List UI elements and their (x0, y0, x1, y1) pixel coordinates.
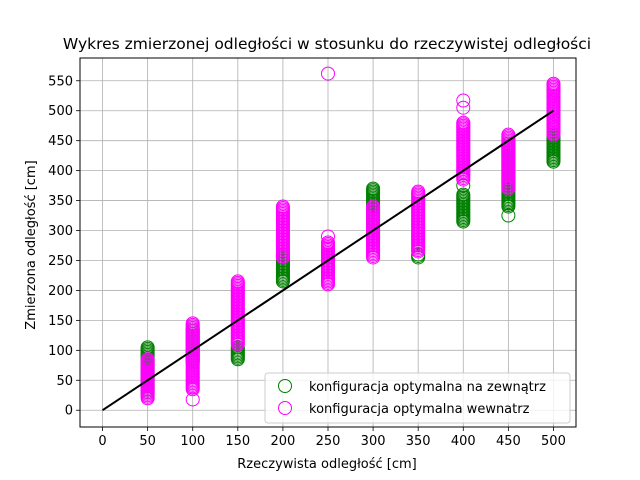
y-tick-label: 250 (48, 254, 73, 269)
y-tick-label: 0 (65, 404, 73, 419)
data-point (185, 316, 200, 331)
x-tick-label: 0 (98, 434, 106, 449)
x-tick-label: 450 (496, 434, 521, 449)
y-tick-label: 100 (48, 344, 73, 359)
x-tick-label: 300 (361, 434, 386, 449)
x-tick-label: 50 (139, 434, 156, 449)
data-point (456, 163, 471, 178)
data-point (456, 187, 471, 202)
data-point (321, 235, 335, 250)
data-point (456, 93, 471, 108)
x-tick-label: 400 (451, 434, 476, 449)
x-axis-label: Rzeczywista odległość [cm] (237, 457, 416, 472)
legend-label-outside: konfiguracja optymalna na zewnątrz (309, 380, 546, 395)
series-1 (140, 66, 561, 407)
data-point (546, 76, 561, 91)
data-point (185, 392, 200, 407)
data-point (275, 199, 290, 214)
chart-title: Wykres zmierzonej odległości w stosunku … (63, 35, 591, 53)
x-tick-label: 150 (225, 434, 250, 449)
legend: konfiguracja optymalna na zewnątrz konfi… (264, 372, 571, 424)
data-point (140, 352, 155, 367)
y-tick-label: 50 (56, 374, 73, 389)
ticks: 0 50 100 150 200 250 300 350 400 450 500 0 50 100 150 2… (48, 74, 566, 449)
data-point (230, 274, 245, 289)
y-tick-label: 300 (48, 224, 73, 239)
legend-label-inside: konfiguracja optymalna wewnatrz (309, 402, 530, 417)
data-point (321, 229, 335, 244)
y-axis-label: Zmierzona odległość [cm] (24, 160, 39, 329)
y-tick-label: 150 (48, 314, 73, 329)
y-tick-label: 450 (48, 134, 73, 149)
data-point (456, 115, 471, 130)
reference-line-layer (101, 109, 555, 412)
legend-marker-inside (278, 401, 292, 415)
data-point (456, 100, 471, 115)
y-tick-label: 400 (48, 164, 73, 179)
y-tick-label: 350 (48, 194, 73, 209)
x-tick-label: 200 (270, 434, 295, 449)
data-point (501, 208, 516, 223)
data-point (366, 199, 381, 214)
y-tick-label: 550 (48, 74, 73, 89)
y-tick-label: 200 (48, 284, 73, 299)
series-0 (140, 127, 561, 400)
x-tick-label: 500 (541, 434, 566, 449)
reference-line (101, 109, 555, 412)
x-tick-label: 350 (406, 434, 431, 449)
data-point (366, 181, 381, 196)
x-tick-label: 250 (316, 434, 341, 449)
legend-box (264, 372, 571, 424)
data-point (321, 66, 335, 81)
x-tick-label: 100 (180, 434, 205, 449)
series-layer (140, 66, 561, 407)
data-point (411, 184, 426, 199)
legend-marker-outside (278, 379, 292, 393)
y-tick-label: 500 (48, 104, 73, 119)
